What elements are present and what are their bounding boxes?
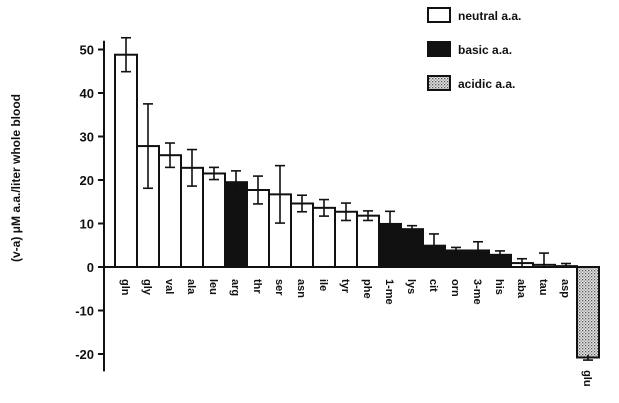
legend: neutral a.a. basic a.a. acidic a.a. (427, 7, 521, 91)
legend-label-acidic: acidic a.a. (458, 77, 515, 91)
category-label-gln: gln (119, 279, 131, 296)
y-tick-label: 50 (80, 43, 94, 58)
legend-swatch-neutral (427, 7, 451, 23)
category-label-arg: arg (229, 279, 241, 296)
bar-gln (114, 53, 138, 268)
category-label-1-me: 1-me (383, 279, 395, 305)
bar-arg (224, 181, 248, 268)
bar-leu (202, 172, 226, 269)
y-tick-label: 10 (80, 217, 94, 232)
legend-swatch-basic (427, 41, 451, 57)
category-label-glu: glu (581, 370, 593, 387)
category-label-asp: asp (559, 279, 571, 298)
y-tick-label: 30 (80, 130, 94, 145)
category-label-thr: thr (251, 279, 263, 294)
category-label-tau: tau (537, 279, 549, 296)
bar-val (158, 154, 182, 268)
bars (114, 53, 600, 359)
legend-swatch-acidic (427, 75, 451, 91)
bar-lys (400, 228, 424, 268)
y-axis-label-group: (v-a) μM a.a./liter whole blood (9, 94, 23, 262)
category-label-ile: ile (317, 279, 329, 291)
legend-label-neutral: neutral a.a. (458, 9, 521, 23)
bar-asn (290, 202, 314, 269)
category-label-asn: asn (295, 279, 307, 298)
category-label-ala: ala (185, 279, 197, 295)
category-label-cit: cit (427, 279, 439, 292)
category-label-aba: aba (515, 279, 527, 299)
y-tick-label: -10 (75, 304, 94, 319)
category-label-ser: ser (273, 279, 285, 296)
category-label-gly: gly (141, 279, 153, 296)
y-tick-label: 20 (80, 173, 94, 188)
y-tick-label: 0 (87, 260, 94, 275)
category-label-tyr: tyr (339, 279, 351, 294)
category-label-his: his (493, 279, 505, 295)
y-tick-label: -20 (75, 347, 94, 362)
error-bars (121, 36, 593, 361)
y-tick-label: 40 (80, 86, 94, 101)
category-label-val: val (163, 279, 175, 294)
category-label-phe: phe (361, 279, 373, 299)
category-label-leu: leu (207, 279, 219, 295)
y-axis-label: (v-a) μM a.a./liter whole blood (9, 94, 23, 262)
category-label-orn: orn (449, 279, 461, 297)
category-labels: gln gly val ala leu arg thr ser asn ile tyr phe 1-me… (119, 279, 593, 387)
bar-glu (576, 266, 600, 359)
bar-phe (356, 214, 380, 268)
legend-label-basic: basic a.a. (458, 43, 512, 57)
category-label-lys: lys (405, 279, 417, 294)
category-label-3-me: 3-me (471, 279, 483, 305)
